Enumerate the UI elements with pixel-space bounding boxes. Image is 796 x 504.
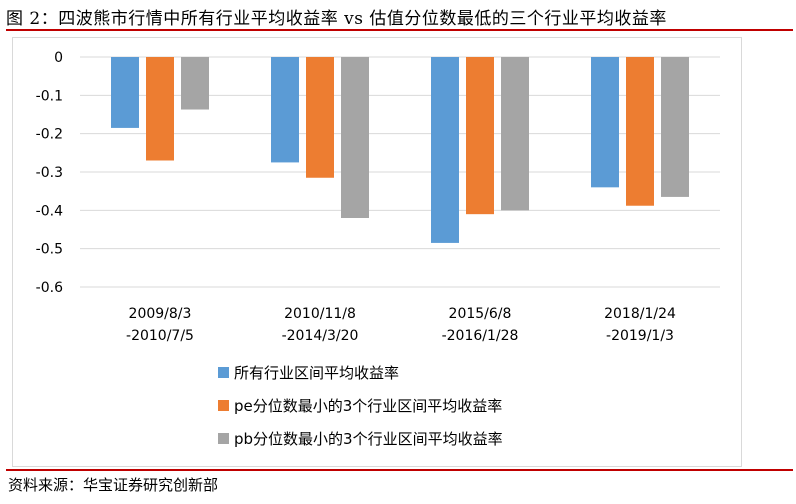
bar-2-1 — [146, 57, 174, 161]
legend-swatch — [218, 400, 229, 411]
figure-title: 图 2：四波熊市行情中所有行业平均收益率 vs 估值分位数最低的三个行业平均收益… — [6, 9, 667, 29]
legend-swatch — [218, 367, 229, 378]
x-tick-label: 2015/6/8 — [449, 306, 512, 322]
bar-3-2 — [341, 57, 369, 218]
x-tick-label: 2009/8/3 — [129, 306, 192, 322]
bar-2-2 — [306, 57, 334, 178]
bar-1-2 — [271, 57, 299, 163]
bar-3-4 — [661, 57, 689, 197]
y-axis-ticks: 0 -0.1 -0.2 -0.3 -0.4 -0.5 -0.6 — [36, 50, 63, 296]
chart-frame — [12, 37, 742, 467]
source-rule — [6, 469, 793, 471]
legend-label: pe分位数最小的3个行业区间平均收益率 — [234, 397, 502, 415]
x-tick-label: -2010/7/5 — [126, 328, 194, 344]
bars — [111, 57, 689, 243]
x-tick-label: 2010/11/8 — [284, 306, 356, 322]
gridlines — [80, 56, 720, 288]
x-tick-label: -2014/3/20 — [282, 328, 359, 344]
bar-1-3 — [431, 57, 459, 243]
title-rule — [6, 29, 793, 31]
legend-label: 所有行业区间平均收益率 — [234, 364, 399, 382]
x-tick-label: -2019/1/3 — [606, 328, 674, 344]
y-tick-label: -0.3 — [36, 165, 63, 181]
y-tick-label: -0.4 — [36, 203, 63, 219]
legend-swatch — [218, 433, 229, 444]
y-tick-label: -0.5 — [36, 242, 63, 258]
y-tick-label: -0.6 — [36, 280, 63, 296]
bar-2-4 — [626, 57, 654, 206]
legend-label: pb分位数最小的3个行业区间平均收益率 — [234, 430, 503, 448]
x-tick-label: -2016/1/28 — [442, 328, 519, 344]
x-tick-label: 2018/1/24 — [604, 306, 676, 322]
x-axis-labels: 2009/8/3 -2010/7/5 2010/11/8 -2014/3/20 2015… — [126, 306, 676, 344]
y-tick-label: -0.2 — [36, 127, 63, 143]
source-note: 资料来源：华宝证券研究创新部 — [8, 476, 219, 494]
y-tick-label: -0.1 — [36, 88, 63, 104]
bar-3-1 — [181, 57, 209, 110]
y-tick-label: 0 — [54, 50, 63, 66]
legend: 所有行业区间平均收益率 pe分位数最小的3个行业区间平均收益率 pb分位数最小的3个… — [218, 364, 503, 448]
bar-2-3 — [466, 57, 494, 215]
bar-3-3 — [501, 57, 529, 211]
bar-1-1 — [111, 57, 139, 128]
bar-1-4 — [591, 57, 619, 188]
